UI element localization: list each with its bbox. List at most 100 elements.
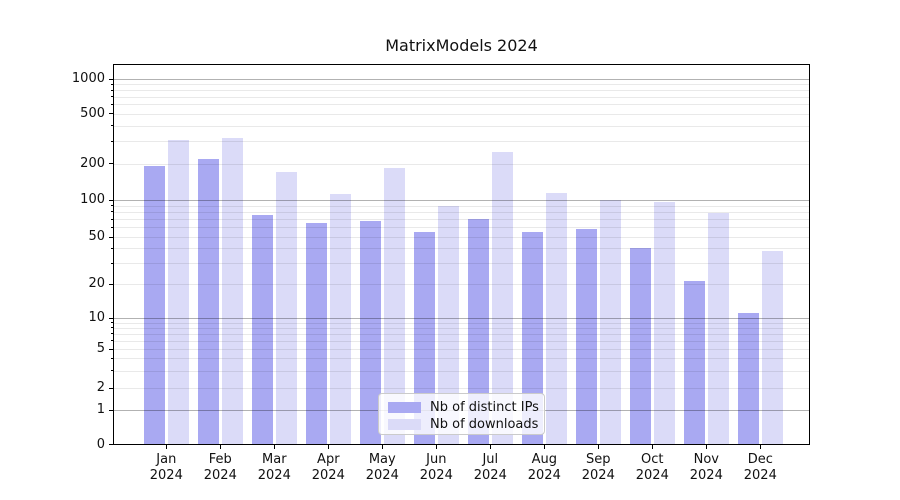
y-minor-tick [110, 113, 113, 114]
x-tick [435, 445, 437, 449]
minor-gridline [114, 96, 809, 98]
x-tick-label: Apr 2024 [311, 452, 345, 483]
minor-gridline [114, 219, 809, 221]
y-tick-label: 2 [96, 380, 105, 395]
minor-gridline [114, 340, 809, 342]
bar-distinct-ips-may-2024 [360, 220, 382, 444]
x-tick [219, 445, 221, 449]
y-tick [109, 199, 113, 201]
minor-gridline [114, 263, 809, 265]
minor-gridline [114, 327, 809, 329]
x-tick-label: Oct 2024 [635, 452, 669, 483]
minor-gridline [114, 227, 809, 229]
bar-distinct-ips-jan-2024 [144, 165, 166, 444]
y-tick-label: 100 [80, 192, 105, 207]
y-tick [109, 78, 113, 80]
y-tick [109, 409, 113, 411]
x-tick-label: Nov 2024 [689, 452, 723, 483]
minor-gridline [114, 333, 809, 335]
y-minor-tick [110, 83, 113, 85]
legend-swatch-distinct-ips [388, 402, 421, 413]
minor-gridline [114, 205, 809, 207]
x-tick [543, 445, 545, 449]
bar-distinct-ips-feb-2024 [198, 158, 220, 444]
x-tick-label: May 2024 [365, 452, 399, 483]
x-tick-label: Jan 2024 [149, 452, 183, 483]
bar-downloads-jan-2024 [167, 139, 189, 444]
y-minor-tick [110, 340, 113, 342]
minor-gridline [114, 284, 809, 285]
y-tick-label: 20 [88, 276, 105, 291]
y-minor-tick [110, 283, 113, 285]
minor-gridline [114, 125, 809, 127]
bar-downloads-nov-2024 [707, 212, 729, 444]
bar-distinct-ips-jul-2024 [468, 219, 490, 444]
x-tick [759, 445, 761, 449]
y-minor-tick [110, 322, 113, 324]
minor-gridline [114, 358, 809, 360]
y-tick-label: 1000 [71, 71, 105, 86]
legend-item-distinct-ips: Nb of distinct IPs [388, 400, 539, 415]
y-minor-tick [110, 218, 113, 220]
bar-downloads-mar-2024 [275, 172, 297, 444]
y-minor-tick [110, 327, 113, 329]
legend-item-downloads: Nb of downloads [388, 417, 539, 432]
x-tick-label: Aug 2024 [527, 452, 561, 483]
bar-distinct-ips-sep-2024 [576, 229, 598, 444]
y-minor-tick [110, 226, 113, 228]
legend: Nb of distinct IPs Nb of downloads [378, 393, 545, 435]
y-minor-tick [110, 247, 113, 249]
x-tick [165, 445, 167, 449]
minor-gridline [114, 163, 809, 165]
bar-distinct-ips-mar-2024 [252, 214, 274, 444]
y-minor-tick [110, 370, 113, 372]
bar-downloads-jun-2024 [437, 205, 459, 444]
bar-distinct-ips-jun-2024 [414, 231, 436, 444]
y-tick-label: 5 [96, 341, 105, 356]
x-tick [705, 445, 707, 449]
y-minor-tick [110, 103, 113, 105]
major-gridline [114, 79, 809, 80]
minor-gridline [114, 370, 809, 372]
bar-downloads-feb-2024 [221, 137, 243, 444]
x-tick [597, 445, 599, 449]
y-minor-tick [110, 140, 113, 142]
y-minor-tick [110, 236, 113, 238]
y-tick-label: 200 [80, 155, 105, 171]
y-tick-label: 50 [88, 229, 105, 244]
minor-gridline [114, 349, 809, 350]
y-tick [109, 444, 113, 445]
y-tick-label: 1 [96, 402, 105, 417]
minor-gridline [114, 84, 809, 86]
x-tick [327, 445, 329, 449]
y-minor-tick [110, 211, 113, 213]
y-tick [109, 317, 113, 319]
bar-downloads-aug-2024 [545, 192, 567, 444]
x-tick [273, 445, 275, 449]
minor-gridline [114, 90, 809, 92]
bar-downloads-sep-2024 [599, 200, 621, 444]
bar-downloads-dec-2024 [761, 251, 783, 444]
bar-downloads-apr-2024 [329, 193, 351, 444]
minor-gridline [114, 248, 809, 250]
x-tick [381, 445, 383, 449]
major-gridline [114, 318, 809, 319]
minor-gridline [114, 141, 809, 143]
legend-swatch-downloads [388, 419, 421, 430]
bar-distinct-ips-dec-2024 [738, 313, 760, 444]
x-tick-label: Feb 2024 [203, 452, 237, 483]
y-minor-tick [110, 348, 113, 350]
y-minor-tick [110, 205, 113, 207]
y-tick-label: 10 [88, 310, 105, 325]
minor-gridline [114, 322, 809, 324]
legend-label-downloads: Nb of downloads [430, 417, 539, 432]
plot-area [113, 64, 810, 445]
x-tick-label: Dec 2024 [743, 452, 777, 483]
x-tick [651, 445, 653, 449]
y-tick-label: 0 [96, 436, 105, 452]
y-minor-tick [110, 125, 113, 127]
y-minor-tick [110, 89, 113, 91]
y-tick-label: 500 [80, 105, 105, 121]
y-minor-tick [110, 262, 113, 264]
